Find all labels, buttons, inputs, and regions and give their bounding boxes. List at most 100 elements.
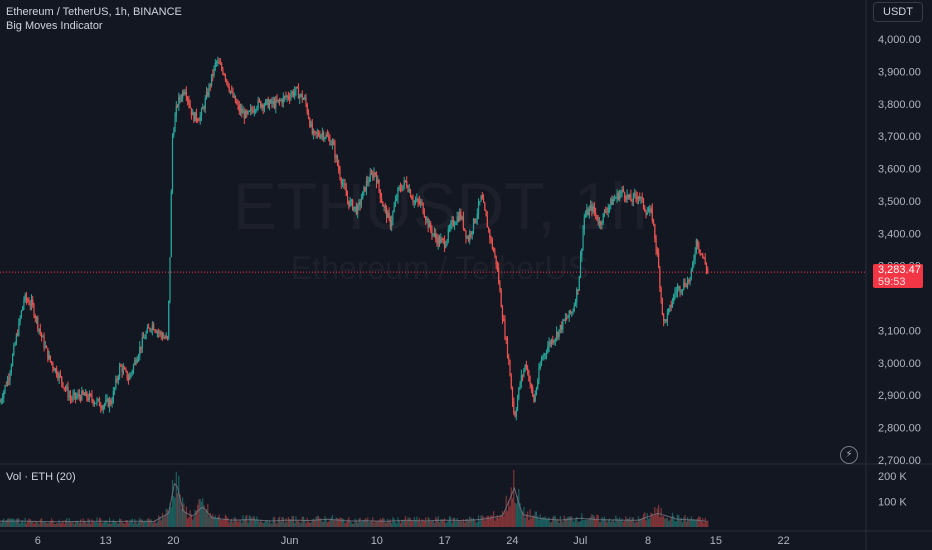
candle-body: [631, 201, 633, 203]
candle-body: [9, 372, 11, 380]
candle-body: [674, 292, 676, 295]
volume-bar: [618, 517, 621, 527]
candle-body: [330, 143, 332, 145]
candle-body: [280, 99, 282, 101]
volume-bar: [71, 522, 73, 527]
candle-body: [320, 134, 322, 138]
candle-body: [414, 200, 417, 202]
candle-body: [632, 194, 635, 202]
candle-body: [584, 215, 587, 217]
volume-bar: [215, 518, 218, 527]
indicator-title[interactable]: Big Moves Indicator: [6, 20, 103, 32]
candle-body: [199, 116, 201, 121]
candle-body: [397, 188, 399, 199]
volume-bar: [139, 517, 141, 527]
candle-body: [205, 92, 208, 99]
volume-bar: [355, 520, 357, 527]
volume-bar: [455, 521, 457, 527]
volume-bar: [181, 497, 184, 527]
candle-body: [481, 195, 483, 200]
volume-bar: [166, 509, 169, 527]
volume-bar: [627, 518, 629, 527]
candle-body: [314, 131, 316, 133]
candle-body: [544, 353, 546, 355]
volume-bar: [96, 517, 98, 527]
volume-bar: [271, 523, 273, 527]
candle-body: [359, 202, 361, 205]
candle-body: [388, 212, 390, 217]
candle-body: [344, 183, 346, 189]
candle-body: [236, 102, 238, 104]
candle-body: [291, 91, 293, 95]
candle-body: [445, 244, 447, 248]
candle-body: [490, 238, 492, 240]
volume-bar: [699, 516, 701, 527]
candle-body: [652, 220, 655, 225]
volume-bar: [369, 521, 371, 527]
volume-bar: [150, 519, 152, 527]
volume-bar: [272, 517, 274, 527]
volume-bar: [450, 517, 452, 527]
candle-body: [683, 282, 685, 290]
volume-bar: [631, 517, 633, 527]
volume-bar: [625, 516, 627, 527]
volume-bar: [158, 515, 160, 527]
candle-body: [312, 131, 315, 134]
volume-bar: [253, 516, 255, 527]
candle-body: [661, 298, 663, 315]
candle-body: [47, 348, 49, 360]
volume-bar: [412, 521, 414, 527]
volume-bar: [368, 522, 370, 527]
candle-body: [209, 85, 211, 87]
volume-bar: [189, 510, 191, 527]
lightning-icon[interactable]: ⚡: [840, 446, 858, 464]
volume-bar: [78, 522, 80, 527]
candle-body: [443, 240, 446, 248]
volume-bar: [339, 517, 341, 527]
candle-body: [650, 208, 652, 210]
volume-bar: [373, 522, 375, 527]
candle-body: [417, 199, 419, 202]
candle-body: [378, 179, 380, 190]
volume-bar: [185, 506, 187, 527]
volume-bar: [621, 518, 623, 527]
volume-bar: [266, 519, 268, 527]
candle-body: [407, 186, 409, 192]
volume-bar: [251, 518, 253, 527]
candle-body: [27, 299, 29, 302]
volume-bar: [534, 511, 536, 527]
volume-bar: [499, 516, 501, 527]
volume-bar: [173, 496, 175, 527]
candle-body: [30, 299, 33, 306]
price-tick-label: 3,800.00: [878, 99, 921, 111]
volume-bar: [654, 507, 656, 527]
volume-bar: [98, 517, 101, 527]
volume-bar: [348, 517, 350, 527]
candle-body: [350, 200, 352, 202]
currency-button[interactable]: USDT: [873, 2, 923, 22]
volume-bar: [460, 520, 462, 527]
candle-body: [297, 87, 300, 99]
candle-body: [577, 289, 579, 291]
symbol-title[interactable]: Ethereum / TetherUS, 1h, BINANCE: [6, 6, 182, 18]
candle-body: [260, 101, 262, 108]
candle-body: [304, 97, 306, 99]
volume-bar: [666, 517, 669, 527]
volume-bar: [566, 518, 568, 527]
candle-body: [675, 292, 677, 294]
candle-body: [573, 305, 575, 312]
candle-body: [365, 180, 368, 192]
candle-body: [427, 218, 429, 228]
candle-body: [664, 319, 666, 322]
candle-body: [292, 91, 295, 96]
volume-label[interactable]: Vol · ETH (20): [6, 471, 76, 483]
candle-body: [144, 337, 146, 339]
candle-body: [553, 340, 555, 343]
candle-body: [467, 237, 470, 241]
volume-bar: [136, 523, 138, 527]
candle-body: [190, 107, 193, 116]
candle-body: [171, 135, 174, 191]
candle-body: [370, 173, 373, 175]
